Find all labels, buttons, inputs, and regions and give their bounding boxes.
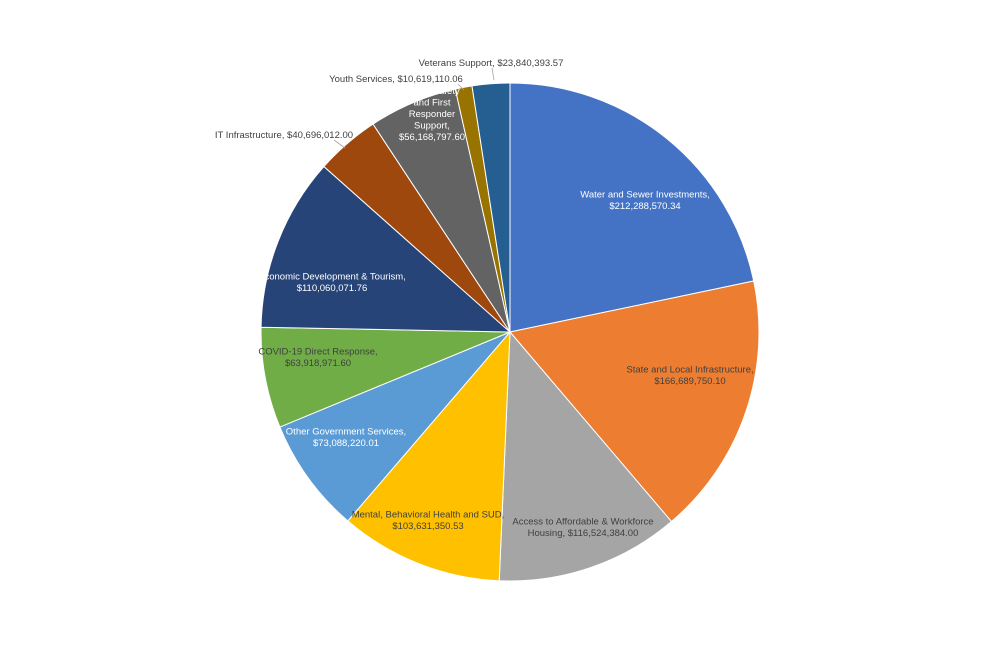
slice-label-10: Veterans Support, $23,840,393.57 bbox=[419, 58, 564, 69]
slice-label-line: $56,168,797.60 bbox=[399, 132, 465, 143]
slice-label-line: IT Infrastructure, $40,696,012.00 bbox=[215, 130, 353, 141]
slice-label-line: $166,689,750.10 bbox=[654, 376, 725, 387]
slice-label-1: State and Local Infrastructure, $166,689,… bbox=[626, 364, 753, 387]
pie-slice-1 bbox=[509, 280, 760, 523]
pie-slice-10 bbox=[471, 82, 511, 333]
slice-label-line: $212,288,570.34 bbox=[609, 201, 680, 212]
pie-slice-6 bbox=[260, 165, 512, 333]
slice-label-line: $73,088,220.01 bbox=[313, 438, 379, 449]
slice-label-line: Support, bbox=[414, 121, 450, 132]
slice-label-line: $110,060,071.76 bbox=[297, 283, 368, 294]
pie-slice-4 bbox=[279, 331, 511, 522]
slice-label-0: Water and Sewer Investments, $212,288,570… bbox=[580, 189, 710, 212]
slice-label-line: State and Local Infrastructure, bbox=[626, 364, 753, 375]
pie-slice-0 bbox=[509, 82, 755, 333]
slice-label-line: Responder bbox=[409, 109, 455, 120]
slice-label-line: Veterans Support, $23,840,393.57 bbox=[419, 58, 564, 69]
leader-line-10 bbox=[491, 67, 495, 81]
slice-label-line: $103,631,350.53 bbox=[392, 521, 463, 532]
slice-label-line: Public Safety bbox=[404, 86, 460, 97]
slice-label-line: Housing, $116,524,384.00 bbox=[528, 528, 639, 539]
leader-line-7 bbox=[333, 139, 346, 149]
pie-slice-3 bbox=[347, 330, 511, 582]
slice-label-line: $63,918,971.60 bbox=[285, 358, 351, 369]
slice-label-3: Mental, Behavioral Health and SUD, $103,6… bbox=[352, 509, 505, 532]
slice-label-line: Youth Services, $10,619,110.06 bbox=[329, 74, 463, 85]
slice-label-line: COVID-19 Direct Response, bbox=[258, 346, 377, 357]
slice-label-8: Public Safety and First Responder Support, $… bbox=[399, 86, 465, 143]
slice-label-5: COVID-19 Direct Response, $63,918,971.60 bbox=[258, 346, 377, 369]
slice-label-line: Access to Affordable & Workforce bbox=[512, 516, 653, 527]
slice-label-line: and First bbox=[414, 98, 451, 109]
slice-label-7: IT Infrastructure, $40,696,012.00 bbox=[215, 130, 353, 141]
slice-label-4: Other Government Services, $73,088,220.01 bbox=[286, 426, 406, 449]
pie-slice-2 bbox=[498, 330, 673, 582]
slice-label-2: Access to Affordable & Workforce Housing,… bbox=[512, 516, 653, 539]
slice-label-line: Economic Development & Tourism, bbox=[258, 271, 406, 282]
slice-label-9: Youth Services, $10,619,110.06 bbox=[329, 74, 463, 85]
leader-line-9 bbox=[457, 83, 465, 91]
slice-label-line: Other Government Services, bbox=[286, 426, 406, 437]
slice-label-line: Water and Sewer Investments, bbox=[580, 189, 710, 200]
slice-label-line: Mental, Behavioral Health and SUD, bbox=[352, 509, 505, 520]
slice-label-6: Economic Development & Tourism, $110,060,… bbox=[258, 271, 406, 294]
